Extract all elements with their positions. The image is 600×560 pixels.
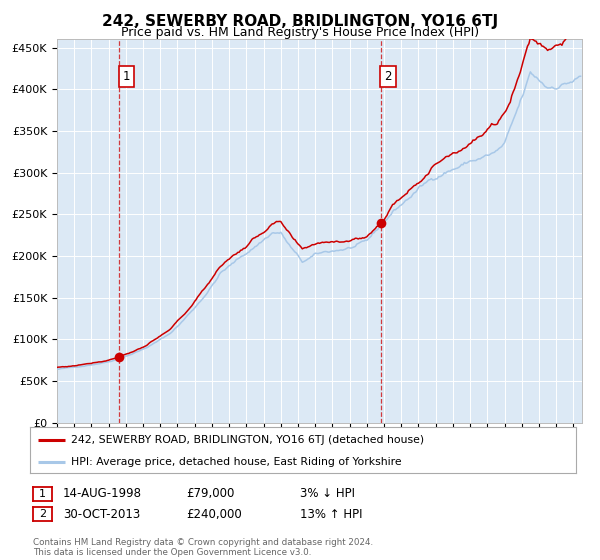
Text: 14-AUG-1998: 14-AUG-1998 xyxy=(63,487,142,501)
Text: 13% ↑ HPI: 13% ↑ HPI xyxy=(300,507,362,521)
Text: Contains HM Land Registry data © Crown copyright and database right 2024.
This d: Contains HM Land Registry data © Crown c… xyxy=(33,538,373,557)
Text: £79,000: £79,000 xyxy=(186,487,235,501)
Text: 30-OCT-2013: 30-OCT-2013 xyxy=(63,507,140,521)
Text: 242, SEWERBY ROAD, BRIDLINGTON, YO16 6TJ (detached house): 242, SEWERBY ROAD, BRIDLINGTON, YO16 6TJ… xyxy=(71,435,424,445)
Text: 3% ↓ HPI: 3% ↓ HPI xyxy=(300,487,355,501)
Text: £240,000: £240,000 xyxy=(186,507,242,521)
Text: HPI: Average price, detached house, East Riding of Yorkshire: HPI: Average price, detached house, East… xyxy=(71,457,401,466)
Text: Price paid vs. HM Land Registry's House Price Index (HPI): Price paid vs. HM Land Registry's House … xyxy=(121,26,479,39)
Text: 2: 2 xyxy=(39,509,46,519)
Text: 242, SEWERBY ROAD, BRIDLINGTON, YO16 6TJ: 242, SEWERBY ROAD, BRIDLINGTON, YO16 6TJ xyxy=(102,14,498,29)
Text: 1: 1 xyxy=(123,70,130,83)
Text: 2: 2 xyxy=(385,70,392,83)
Text: 1: 1 xyxy=(39,489,46,499)
